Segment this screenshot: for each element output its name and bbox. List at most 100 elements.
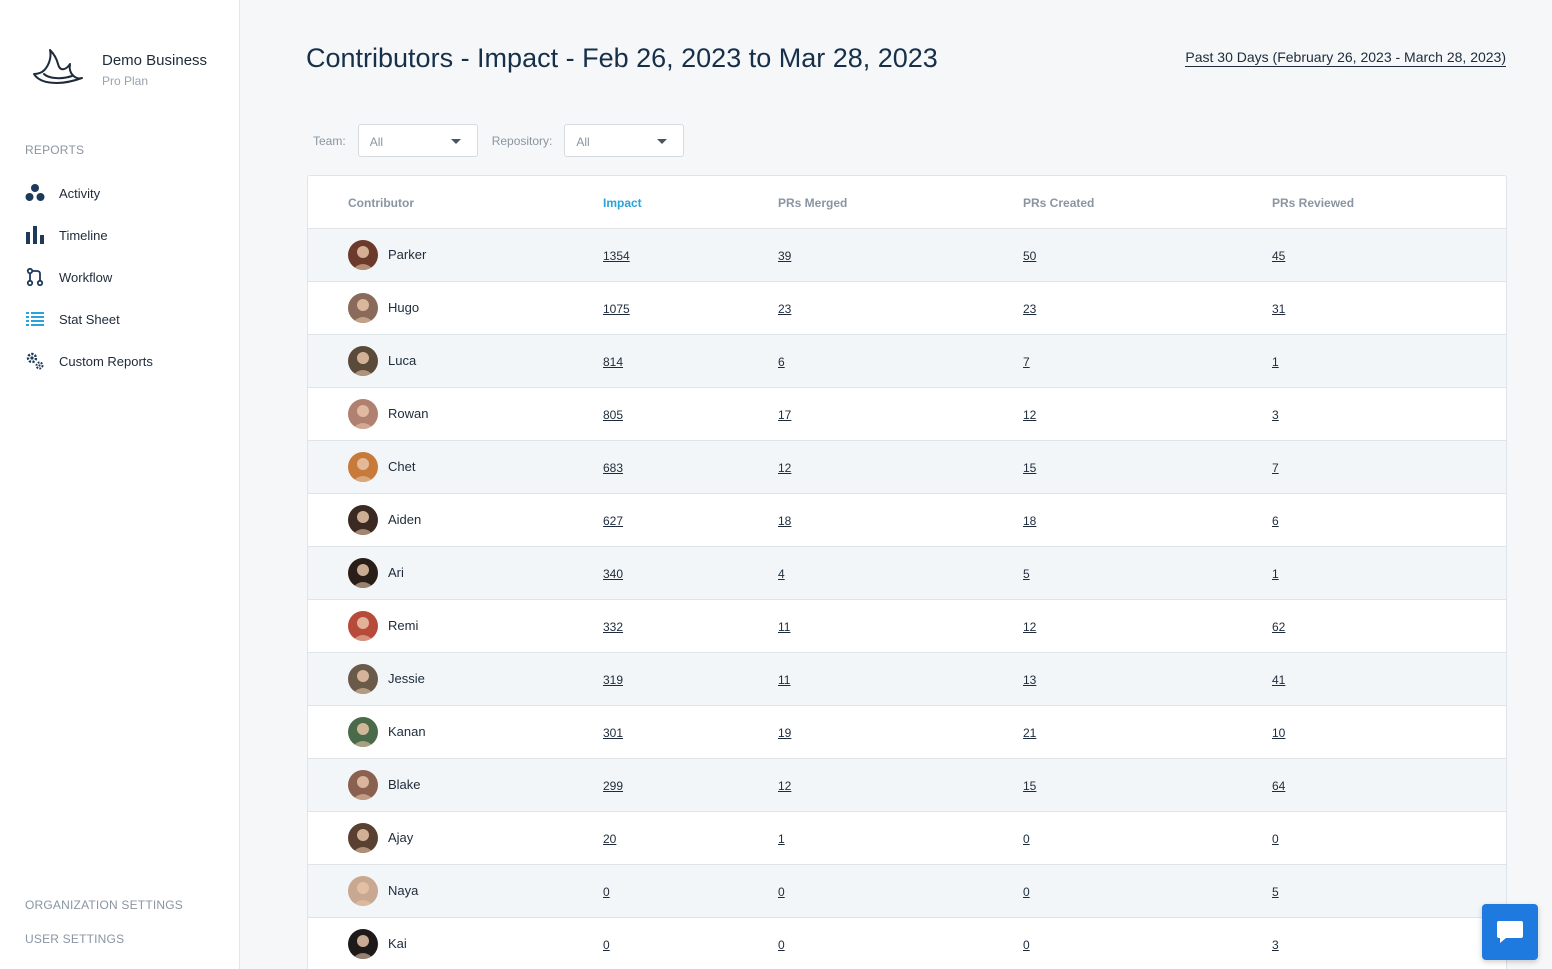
prs-merged-value[interactable]: 19 xyxy=(778,726,792,740)
prs-reviewed-value[interactable]: 45 xyxy=(1272,249,1286,263)
prs-merged-value[interactable]: 0 xyxy=(778,938,785,952)
brand[interactable]: Demo Business Pro Plan xyxy=(30,44,207,90)
prs-merged-value[interactable]: 6 xyxy=(778,355,785,369)
prs-created-value[interactable]: 12 xyxy=(1023,620,1037,634)
prs-merged-value[interactable]: 12 xyxy=(778,779,792,793)
column-header-impact[interactable]: Impact xyxy=(603,196,642,210)
sidebar-item-custom-reports[interactable]: Custom Reports xyxy=(25,340,225,382)
avatar xyxy=(348,823,378,853)
table-row: Hugo 1075 23 23 31 xyxy=(308,282,1506,335)
contributor-name[interactable]: Aiden xyxy=(388,512,422,527)
team-select[interactable]: All xyxy=(357,124,478,157)
contributor-name[interactable]: Chet xyxy=(388,459,416,474)
column-header-prs-merged[interactable]: PRs Merged xyxy=(778,196,848,210)
prs-reviewed-value[interactable]: 7 xyxy=(1272,461,1279,475)
git-branch-icon xyxy=(25,267,45,287)
impact-value[interactable]: 319 xyxy=(603,673,624,687)
prs-reviewed-value[interactable]: 64 xyxy=(1272,779,1286,793)
prs-created-value[interactable]: 0 xyxy=(1023,938,1030,952)
impact-value[interactable]: 340 xyxy=(603,567,624,581)
contributor-name[interactable]: Kai xyxy=(388,936,407,951)
impact-value[interactable]: 683 xyxy=(603,461,624,475)
prs-merged-value[interactable]: 17 xyxy=(778,408,792,422)
impact-value[interactable]: 1075 xyxy=(603,302,630,316)
avatar xyxy=(348,876,378,906)
impact-value[interactable]: 0 xyxy=(603,938,610,952)
prs-created-value[interactable]: 18 xyxy=(1023,514,1037,528)
impact-value[interactable]: 332 xyxy=(603,620,624,634)
impact-value[interactable]: 0 xyxy=(603,885,610,899)
prs-created-value[interactable]: 50 xyxy=(1023,249,1037,263)
prs-reviewed-value[interactable]: 5 xyxy=(1272,885,1279,899)
prs-merged-value[interactable]: 12 xyxy=(778,461,792,475)
prs-created-value[interactable]: 15 xyxy=(1023,461,1037,475)
column-header-prs-reviewed[interactable]: PRs Reviewed xyxy=(1272,196,1355,210)
prs-created-value[interactable]: 0 xyxy=(1023,832,1030,846)
sidebar-item-stat-sheet[interactable]: Stat Sheet xyxy=(25,298,225,340)
impact-value[interactable]: 805 xyxy=(603,408,624,422)
prs-reviewed-value[interactable]: 0 xyxy=(1272,832,1279,846)
user-settings-link[interactable]: USER SETTINGS xyxy=(25,932,125,946)
table-row: Parker 1354 39 50 45 xyxy=(308,229,1506,282)
prs-reviewed-value[interactable]: 1 xyxy=(1272,355,1279,369)
list-icon xyxy=(25,309,45,329)
contributor-name[interactable]: Rowan xyxy=(388,406,429,421)
prs-created-value[interactable]: 0 xyxy=(1023,885,1030,899)
prs-created-value[interactable]: 13 xyxy=(1023,673,1037,687)
impact-value[interactable]: 814 xyxy=(603,355,624,369)
contributor-name[interactable]: Jessie xyxy=(388,671,425,686)
date-range-picker[interactable]: Past 30 Days (February 26, 2023 - March … xyxy=(1185,49,1506,67)
contributor-name[interactable]: Naya xyxy=(388,883,419,898)
prs-reviewed-value[interactable]: 41 xyxy=(1272,673,1286,687)
prs-created-value[interactable]: 12 xyxy=(1023,408,1037,422)
prs-merged-value[interactable]: 11 xyxy=(778,620,791,634)
column-header-contributor[interactable]: Contributor xyxy=(348,196,414,210)
contributor-name[interactable]: Parker xyxy=(388,247,427,262)
prs-created-value[interactable]: 7 xyxy=(1023,355,1030,369)
avatar-icon xyxy=(348,346,378,376)
prs-created-value[interactable]: 5 xyxy=(1023,567,1030,581)
prs-merged-value[interactable]: 4 xyxy=(778,567,785,581)
contributor-name[interactable]: Hugo xyxy=(388,300,420,315)
prs-reviewed-value[interactable]: 1 xyxy=(1272,567,1279,581)
contributor-name[interactable]: Luca xyxy=(388,353,417,368)
chat-button[interactable] xyxy=(1482,904,1538,960)
team-filter-label: Team: xyxy=(313,133,346,148)
column-header-prs-created[interactable]: PRs Created xyxy=(1023,196,1095,210)
prs-merged-value[interactable]: 18 xyxy=(778,514,792,528)
avatar-icon xyxy=(348,876,378,906)
contributor-name[interactable]: Ari xyxy=(388,565,404,580)
prs-merged-value[interactable]: 0 xyxy=(778,885,785,899)
impact-value[interactable]: 1354 xyxy=(603,249,630,263)
avatar xyxy=(348,240,378,270)
contributor-name[interactable]: Blake xyxy=(388,777,421,792)
prs-reviewed-value[interactable]: 3 xyxy=(1272,408,1279,422)
prs-created-value[interactable]: 21 xyxy=(1023,726,1037,740)
prs-created-value[interactable]: 15 xyxy=(1023,779,1037,793)
repository-select[interactable]: All xyxy=(564,124,685,157)
contributor-name[interactable]: Ajay xyxy=(388,830,414,845)
prs-reviewed-value[interactable]: 10 xyxy=(1272,726,1286,740)
avatar xyxy=(348,770,378,800)
contributor-name[interactable]: Remi xyxy=(388,618,419,633)
sidebar-item-workflow[interactable]: Workflow xyxy=(25,256,225,298)
prs-reviewed-value[interactable]: 3 xyxy=(1272,938,1279,952)
prs-reviewed-value[interactable]: 6 xyxy=(1272,514,1279,528)
impact-value[interactable]: 299 xyxy=(603,779,624,793)
table-header: Contributor Impact PRs Merged PRs Create… xyxy=(308,176,1506,229)
prs-created-value[interactable]: 23 xyxy=(1023,302,1037,316)
impact-value[interactable]: 627 xyxy=(603,514,624,528)
prs-merged-value[interactable]: 39 xyxy=(778,249,792,263)
prs-merged-value[interactable]: 11 xyxy=(778,673,791,687)
impact-value[interactable]: 301 xyxy=(603,726,624,740)
sidebar-item-timeline[interactable]: Timeline xyxy=(25,214,225,256)
prs-merged-value[interactable]: 1 xyxy=(778,832,785,846)
sidebar-item-activity[interactable]: Activity xyxy=(25,172,225,214)
prs-merged-value[interactable]: 23 xyxy=(778,302,792,316)
organization-settings-link[interactable]: ORGANIZATION SETTINGS xyxy=(25,898,183,912)
prs-reviewed-value[interactable]: 62 xyxy=(1272,620,1286,634)
contributor-name[interactable]: Kanan xyxy=(388,724,426,739)
impact-value[interactable]: 20 xyxy=(603,832,617,846)
table-row: Aiden 627 18 18 6 xyxy=(308,494,1506,547)
prs-reviewed-value[interactable]: 31 xyxy=(1272,302,1286,316)
